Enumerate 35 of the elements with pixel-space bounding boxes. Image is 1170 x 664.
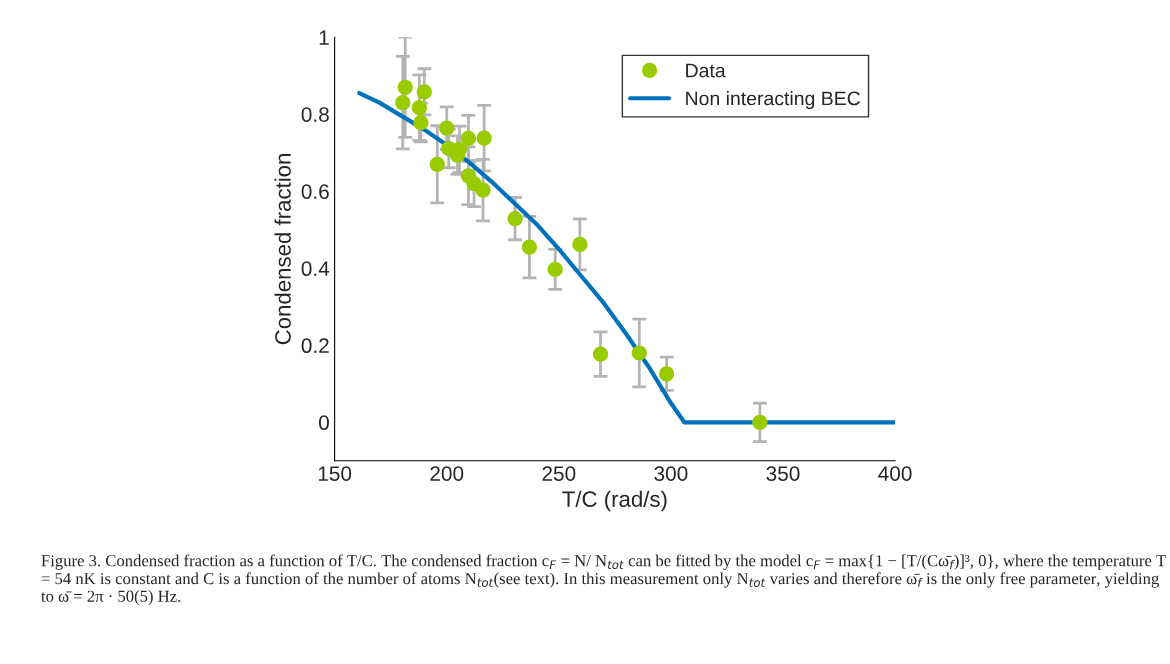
point xyxy=(475,182,491,198)
point xyxy=(397,79,413,95)
point xyxy=(476,130,492,146)
y-tick-label: 0 xyxy=(318,415,329,431)
point xyxy=(416,84,432,100)
line-series xyxy=(357,90,896,425)
x-axis-title: T/C (rad/s) xyxy=(562,490,667,512)
point xyxy=(547,261,563,278)
point xyxy=(411,100,427,116)
y-tick-label: 0.6 xyxy=(301,184,329,199)
x-tick-label: 300 xyxy=(654,466,688,481)
legend-label: Data xyxy=(686,63,726,78)
x-tick-label: 400 xyxy=(878,466,912,481)
point xyxy=(507,210,523,227)
x-tick-label: 250 xyxy=(542,466,576,481)
y-tick-label: 0.4 xyxy=(301,261,330,277)
point xyxy=(572,236,588,252)
point xyxy=(413,115,429,131)
point xyxy=(631,345,647,361)
point xyxy=(460,130,477,147)
point xyxy=(521,239,538,255)
point xyxy=(395,95,411,111)
point xyxy=(429,156,445,172)
x-tick-label: 150 xyxy=(318,466,352,481)
y-tick-label: 1 xyxy=(319,30,329,45)
y-tick-label: 0.2 xyxy=(301,338,329,354)
x-tick-label: 350 xyxy=(766,466,800,481)
point xyxy=(752,414,768,430)
x-tick-label: 200 xyxy=(430,466,464,481)
point xyxy=(592,346,609,362)
y-axis-title: Condensed fraction xyxy=(274,154,291,345)
point xyxy=(659,366,675,382)
text: Figure 3. Condensed fraction as a function of T/C. The condensed fraction c$_{F}$ = N/ N$_{tot}$ can be fitted by the model c$_{F}$ = max{1 − [T/(Cω̄$_{f}$)]³, 0}, where the temperature T = 54 nK is constant and C is a function of the number of atoms N$_{tot}$(see text). In this measurement only N$_{tot}$ varies and therefore ω̄$_{f}$ is the only free parameter, yielding to ω̄ = 2π · 50(5) Hz. xyxy=(41,554,1166,606)
legend-label: Non interacting BEC xyxy=(686,91,860,110)
y-tick-label: 0.8 xyxy=(301,107,329,122)
